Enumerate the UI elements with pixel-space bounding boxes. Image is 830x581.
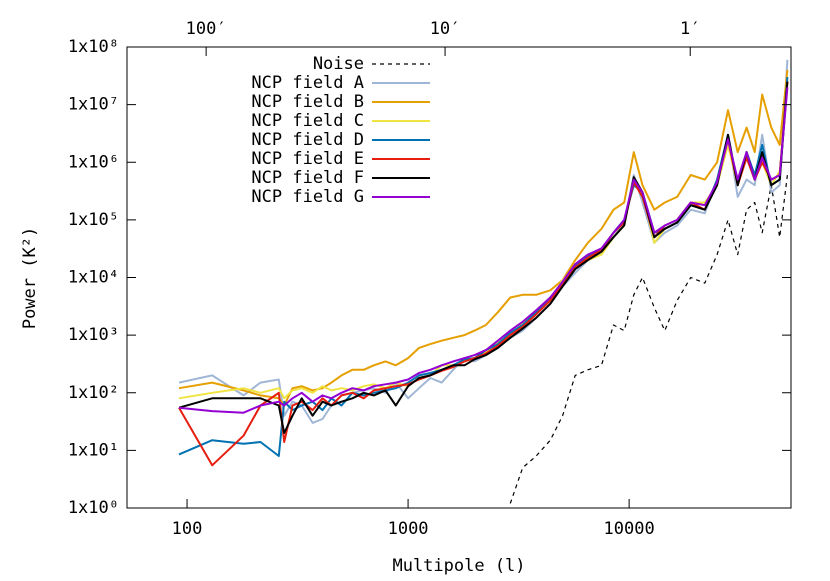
legend-label: NCP field C — [251, 111, 364, 131]
legend-label: NCP field F — [251, 168, 364, 188]
x-tick-label: 1000 — [388, 519, 429, 539]
plot-lines — [178, 59, 789, 504]
x-tick-label: 100 — [172, 519, 203, 539]
y-tick-label: 1x10⁴ — [68, 268, 119, 288]
y-tick-label: 1x10³ — [68, 325, 119, 345]
y-tick-label: 1x10⁰ — [68, 498, 119, 518]
x-axis-label: Multipole (l) — [392, 556, 525, 576]
legend-label: NCP field A — [251, 73, 364, 93]
y-tick-label: 1x10¹ — [68, 440, 119, 460]
series-line — [178, 87, 789, 414]
x-tick-label: 10000 — [604, 519, 655, 539]
x2-tick-label: 100′ — [186, 19, 227, 39]
x2-tick-label: 10′ — [430, 19, 461, 39]
y-axis-label: Power (K²) — [20, 227, 40, 329]
legend-label: NCP field D — [251, 130, 364, 150]
y-tick-label: 1x10² — [68, 383, 119, 403]
legend-label: NCP field E — [251, 149, 364, 169]
legend-label: NCP field B — [251, 92, 364, 112]
legend-label: NCP field G — [251, 187, 364, 207]
series-line — [509, 174, 788, 504]
y-tick-label: 1x10⁸ — [68, 37, 119, 57]
y-tick-label: 1x10⁷ — [68, 95, 119, 115]
series-line — [178, 81, 789, 434]
x2-tick-label: 1′ — [680, 19, 700, 39]
legend-label: Noise — [313, 54, 364, 74]
y-tick-label: 1x10⁶ — [68, 152, 119, 172]
y-tick-label: 1x10⁵ — [68, 210, 119, 230]
